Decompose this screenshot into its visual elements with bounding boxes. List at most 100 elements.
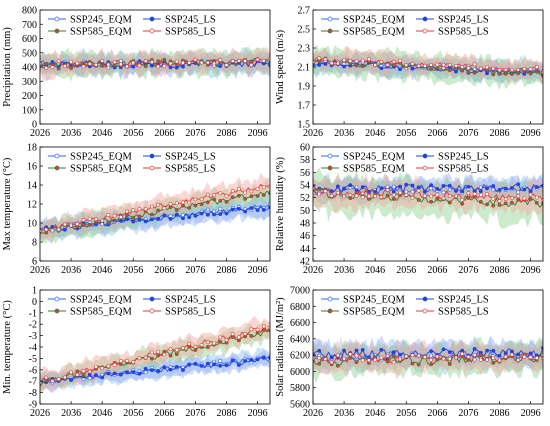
data-point [435, 187, 440, 191]
data-point [510, 352, 514, 357]
data-point [460, 197, 465, 202]
data-point [534, 356, 539, 360]
data-point [174, 208, 179, 212]
data-point [354, 59, 359, 64]
data-point [441, 183, 446, 188]
data-point [478, 66, 483, 71]
data-point [516, 182, 521, 187]
data-point [174, 65, 179, 70]
data-point [218, 358, 223, 363]
data-point [516, 67, 521, 72]
x-tick-label: 2046 [92, 408, 112, 419]
x-tick-label: 2056 [396, 408, 416, 419]
x-tick-label: 2096 [521, 408, 541, 419]
data-point [100, 218, 105, 223]
data-point [398, 58, 402, 63]
x-tick-label: 2086 [489, 408, 509, 419]
data-point [87, 376, 92, 381]
data-point [187, 206, 192, 210]
data-point [478, 189, 483, 194]
data-point [156, 369, 161, 373]
data-point [230, 207, 235, 212]
legend-marker [327, 16, 333, 22]
data-point [193, 203, 198, 208]
y-axis-label: Solar radiation (MJ/m²) [275, 297, 286, 397]
data-point [156, 353, 161, 358]
data-point [342, 194, 346, 199]
x-tick-label: 2046 [92, 128, 112, 139]
x-tick-label: 2096 [248, 408, 268, 419]
data-point [193, 197, 198, 202]
data-point [391, 62, 396, 67]
data-point [143, 355, 148, 360]
data-point [249, 206, 254, 210]
data-point [199, 60, 204, 65]
y-tick-label: 48 [300, 219, 310, 230]
data-point [391, 350, 396, 355]
data-point [329, 61, 334, 65]
data-point [44, 61, 49, 66]
y-tick-label: 300 [22, 77, 37, 88]
data-point [230, 59, 235, 63]
x-tick-label: 2056 [396, 265, 416, 276]
data-point [522, 196, 527, 201]
data-point [497, 199, 502, 203]
data-point [237, 193, 241, 198]
data-point [385, 359, 390, 364]
legend-marker [54, 296, 60, 302]
data-point [100, 375, 105, 380]
data-point [317, 192, 322, 197]
data-point [224, 63, 229, 67]
x-tick-label: 2066 [427, 128, 447, 139]
data-point [472, 70, 477, 75]
data-point [143, 366, 148, 371]
data-point [510, 67, 514, 72]
y-tick-label: 5800 [290, 383, 310, 394]
data-point [485, 357, 489, 362]
y-tick-label: 1 [32, 286, 37, 297]
legend-marker [422, 165, 428, 171]
data-point [75, 61, 80, 66]
data-point [429, 357, 434, 362]
data-point [243, 331, 248, 336]
legend-marker [327, 165, 333, 171]
data-point [149, 217, 154, 222]
data-point [367, 358, 371, 363]
data-point [168, 61, 173, 66]
y-tick-label: -5 [29, 354, 37, 365]
legend-marker [149, 153, 155, 159]
data-point [243, 209, 248, 214]
y-tick-label: 54 [300, 181, 310, 192]
data-point [162, 213, 167, 218]
y-tick-label: 0 [32, 297, 37, 308]
data-point [118, 62, 123, 67]
data-point [205, 212, 210, 217]
data-point [391, 192, 396, 197]
x-tick-label: 2086 [489, 265, 509, 276]
data-point [323, 62, 328, 66]
x-tick-label: 2036 [61, 128, 81, 139]
x-tick-label: 2066 [154, 408, 174, 419]
y-tick-label: 8 [32, 238, 37, 249]
data-point [497, 68, 502, 73]
data-point [50, 65, 55, 70]
data-point [230, 188, 235, 193]
data-point [193, 213, 198, 218]
y-tick-label: 60 [300, 143, 310, 154]
y-axis-label: Precipitation (mm) [2, 27, 13, 107]
data-point [348, 352, 353, 357]
data-point [69, 59, 73, 64]
data-point [62, 222, 67, 227]
data-point [199, 343, 204, 347]
data-point [218, 335, 223, 340]
data-point [249, 189, 254, 194]
legend-label: SSP245_EQM [343, 15, 406, 26]
legend-label: SSP585_EQM [343, 27, 406, 38]
data-point [162, 365, 167, 370]
y-tick-label: -3 [29, 331, 37, 342]
data-point [317, 356, 322, 361]
data-point [379, 355, 384, 360]
data-point [75, 222, 80, 226]
data-point [199, 202, 204, 207]
